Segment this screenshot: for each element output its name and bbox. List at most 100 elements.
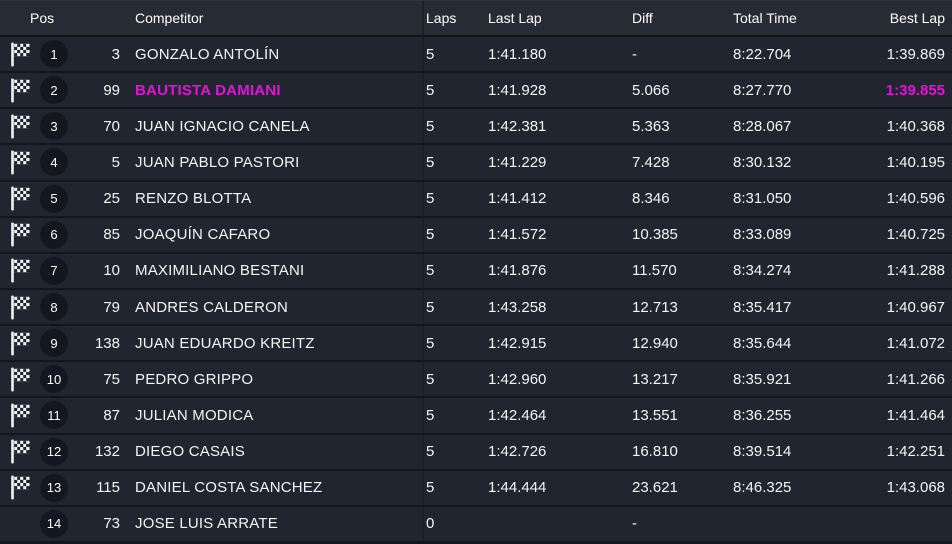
position-badge: 8	[40, 293, 68, 322]
finish-flag-cell	[0, 295, 34, 320]
laps-cell: 0	[422, 506, 488, 541]
table-row[interactable]: 10 75 PEDRO GRIPPO 5 1:42.960 13.217 8:3…	[0, 362, 952, 399]
header-best-lap: Best Lap	[889, 10, 945, 26]
laps-cell: 5	[422, 181, 488, 216]
diff-cell: 16.810	[632, 443, 678, 461]
position-badge: 10	[40, 365, 68, 394]
total-time-cell: 8:34.274	[733, 262, 792, 280]
finish-flag-cell	[0, 258, 34, 283]
finish-flag-cell	[0, 367, 34, 392]
table-row[interactable]: 8 79 ANDRES CALDERON 5 1:43.258 12.713 8…	[0, 289, 952, 327]
position-badge: 11	[40, 401, 68, 430]
checkered-flag-icon	[11, 295, 30, 320]
checkered-flag-icon	[11, 403, 30, 428]
best-lap-cell: 1:40.725	[886, 226, 945, 244]
diff-cell: 5.363	[632, 117, 670, 135]
position-badge: 13	[40, 473, 68, 502]
total-time-cell: 8:35.644	[733, 334, 792, 352]
header-diff: Diff	[632, 10, 653, 26]
table-row[interactable]: 11 87 JULIAN MODICA 5 1:42.464 13.551 8:…	[0, 398, 952, 435]
table-row[interactable]: 9 138 JUAN EDUARDO KREITZ 5 1:42.915 12.…	[0, 326, 952, 363]
position-badge: 2	[40, 76, 68, 105]
total-time-cell: 8:36.255	[733, 406, 792, 424]
car-number: 115	[96, 479, 120, 497]
car-number: 75	[103, 370, 120, 388]
table-row[interactable]: 14 73 JOSE LUIS ARRATE 0 -	[0, 506, 952, 544]
diff-cell: 12.713	[632, 298, 678, 316]
competitor-name: RENZO BLOTTA	[135, 190, 252, 208]
pos-cell: 6	[34, 220, 74, 249]
finish-flag-cell	[0, 42, 34, 67]
best-lap-cell: 1:39.869	[886, 45, 945, 63]
competitor-name: PEDRO GRIPPO	[135, 370, 254, 388]
total-time-cell: 8:22.704	[733, 45, 792, 63]
table-row[interactable]: 6 85 JOAQUÍN CAFARO 5 1:41.572 10.385 8:…	[0, 217, 952, 254]
best-lap-cell: 1:40.368	[886, 117, 945, 135]
finish-flag-cell	[0, 150, 34, 175]
best-lap-cell: 1:41.288	[886, 262, 945, 280]
car-number: 25	[103, 190, 120, 208]
laps-cell: 5	[422, 37, 488, 72]
table-row[interactable]: 13 115 DANIEL COSTA SANCHEZ 5 1:44.444 2…	[0, 470, 952, 507]
table-row[interactable]: 5 25 RENZO BLOTTA 5 1:41.412 8.346 8:31.…	[0, 181, 952, 218]
table-row[interactable]: 4 5 JUAN PABLO PASTORI 5 1:41.229 7.428 …	[0, 145, 952, 182]
position-badge: 14	[40, 509, 68, 538]
laps-cell: 5	[422, 362, 488, 397]
competitor-name: JUAN IGNACIO CANELA	[135, 117, 310, 135]
checkered-flag-icon	[11, 331, 30, 356]
laps-cell: 5	[422, 253, 488, 288]
diff-cell: 11.570	[632, 262, 677, 280]
diff-cell: 10.385	[632, 226, 678, 244]
finish-flag-cell	[0, 475, 34, 500]
header-total-time: Total Time	[733, 10, 797, 26]
best-lap-cell: 1:42.251	[886, 443, 945, 461]
total-time-cell: 8:35.417	[733, 298, 792, 316]
checkered-flag-icon	[11, 475, 30, 500]
position-badge: 3	[40, 112, 68, 141]
pos-cell: 14	[34, 509, 74, 538]
car-number: 3	[111, 45, 120, 63]
pos-cell: 3	[34, 112, 74, 141]
position-badge: 12	[40, 437, 68, 466]
competitor-name: DANIEL COSTA SANCHEZ	[135, 479, 323, 497]
table-row[interactable]: 1 3 GONZALO ANTOLÍN 5 1:41.180 - 8:22.70…	[0, 37, 952, 74]
position-badge: 6	[40, 220, 68, 249]
total-time-cell: 8:27.770	[733, 81, 792, 99]
table-body: 1 3 GONZALO ANTOLÍN 5 1:41.180 - 8:22.70…	[0, 37, 952, 544]
total-time-cell: 8:35.921	[733, 370, 792, 388]
car-number: 73	[103, 515, 120, 533]
table-row[interactable]: 12 132 DIEGO CASAIS 5 1:42.726 16.810 8:…	[0, 434, 952, 471]
diff-cell: 8.346	[632, 190, 670, 208]
header-pos: Pos	[30, 10, 55, 26]
diff-cell: 13.551	[632, 406, 678, 424]
header-last-lap: Last Lap	[488, 10, 542, 26]
pos-cell: 9	[34, 329, 74, 358]
last-lap-cell: 1:42.381	[488, 117, 547, 135]
position-badge: 5	[40, 184, 68, 213]
last-lap-cell: 1:42.915	[488, 334, 547, 352]
finish-flag-cell	[0, 439, 34, 464]
car-number: 5	[111, 153, 120, 171]
table-row[interactable]: 3 70 JUAN IGNACIO CANELA 5 1:42.381 5.36…	[0, 109, 952, 146]
diff-cell: 23.621	[632, 479, 678, 497]
last-lap-cell: 1:41.412	[488, 190, 547, 208]
pos-cell: 13	[34, 473, 74, 502]
car-number: 132	[94, 443, 120, 461]
header-laps: Laps	[422, 1, 488, 35]
competitor-name: ANDRES CALDERON	[135, 298, 289, 316]
competitor-name: BAUTISTA DAMIANI	[135, 81, 281, 99]
car-number: 70	[103, 117, 120, 135]
total-time-cell: 8:30.132	[733, 153, 792, 171]
competitor-name: JULIAN MODICA	[135, 406, 254, 424]
car-number: 10	[103, 262, 120, 280]
car-number: 87	[103, 406, 120, 424]
best-lap-cell: 1:41.072	[886, 334, 945, 352]
table-row[interactable]: 2 99 BAUTISTA DAMIANI 5 1:41.928 5.066 8…	[0, 73, 952, 110]
pos-cell: 11	[34, 401, 74, 430]
table-row[interactable]: 7 10 MAXIMILIANO BESTANI 5 1:41.876 11.5…	[0, 253, 952, 290]
last-lap-cell: 1:44.444	[488, 479, 547, 497]
total-time-cell: 8:33.089	[733, 226, 792, 244]
pos-cell: 12	[34, 437, 74, 466]
last-lap-cell: 1:41.180	[488, 45, 547, 63]
